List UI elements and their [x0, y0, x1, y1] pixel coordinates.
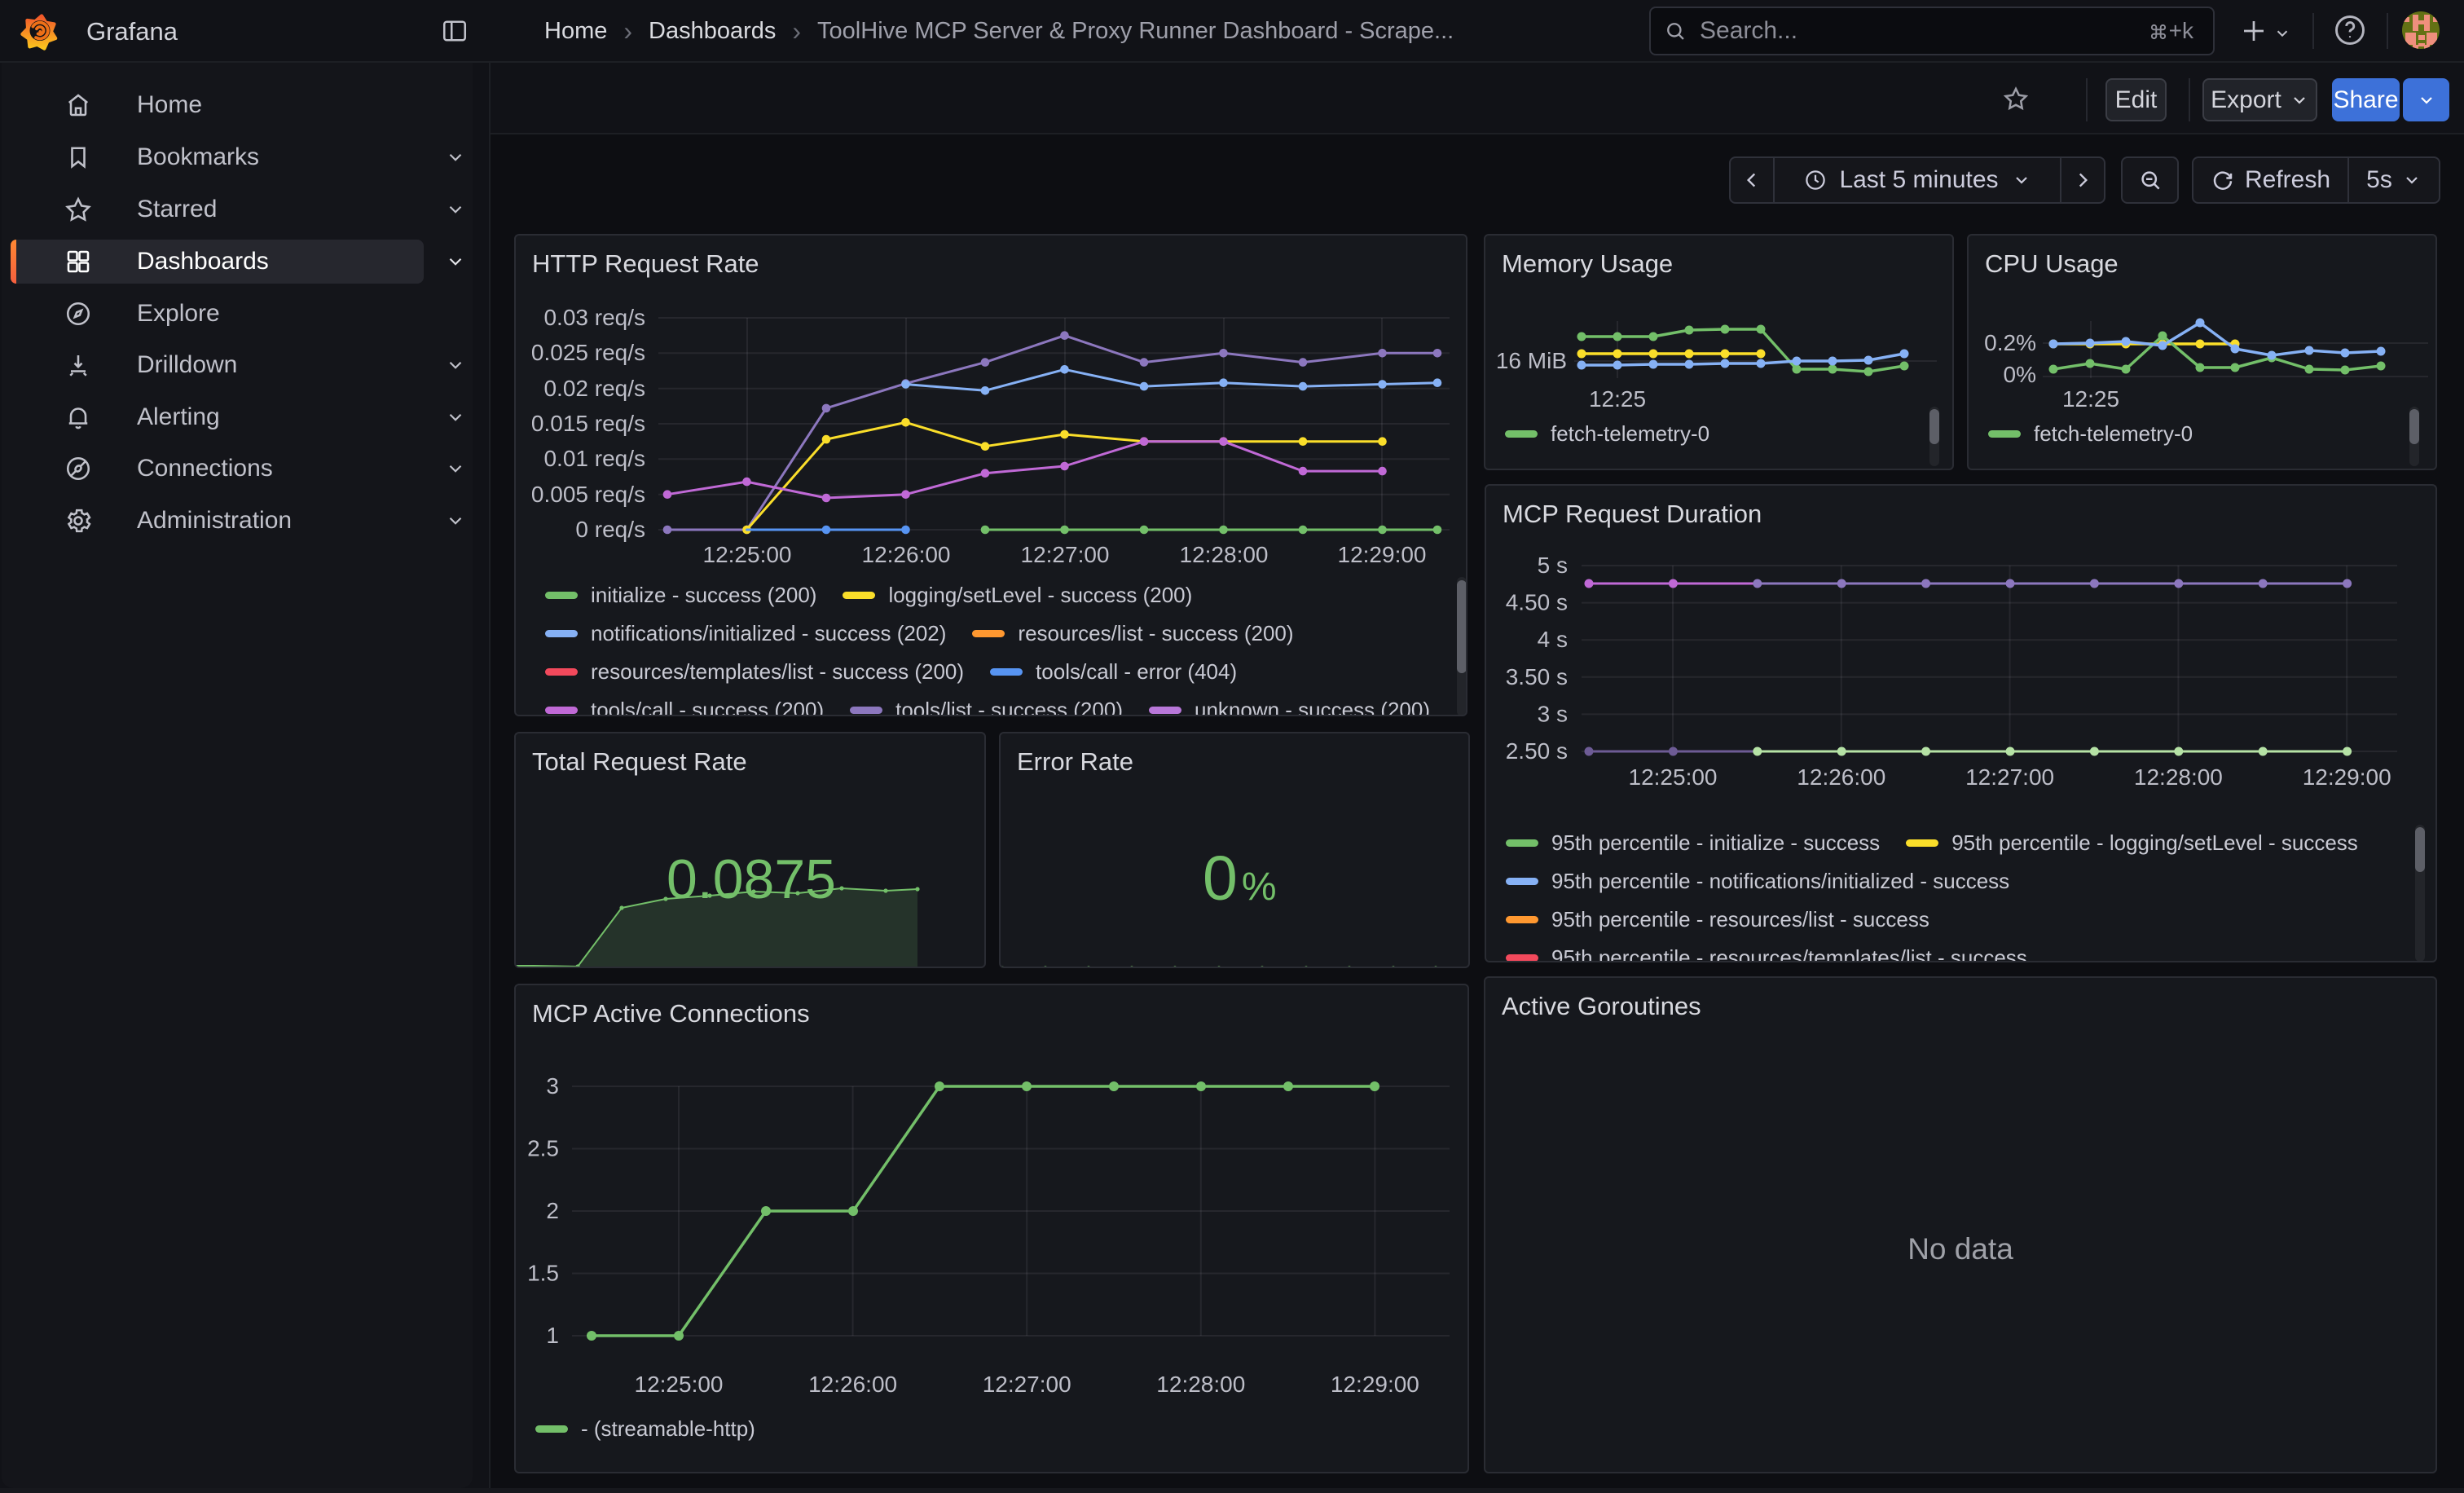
svg-text:12:27:00: 12:27:00 — [1021, 542, 1110, 567]
svg-text:4 s: 4 s — [1538, 627, 1568, 652]
svg-text:2.5: 2.5 — [527, 1136, 559, 1161]
svg-text:1.5: 1.5 — [527, 1261, 559, 1286]
svg-text:12:25: 12:25 — [1589, 386, 1646, 412]
svg-text:3: 3 — [546, 1073, 559, 1099]
svg-text:0.01 req/s: 0.01 req/s — [543, 446, 645, 471]
svg-text:12:26:00: 12:26:00 — [1797, 764, 1885, 790]
svg-text:12:28:00: 12:28:00 — [1156, 1372, 1245, 1397]
svg-text:0.03 req/s: 0.03 req/s — [543, 305, 645, 330]
svg-text:0%: 0% — [2004, 362, 2036, 387]
svg-text:12:27:00: 12:27:00 — [1965, 764, 2054, 790]
svg-text:12:27:00: 12:27:00 — [983, 1372, 1071, 1397]
svg-text:12:28:00: 12:28:00 — [2134, 764, 2223, 790]
svg-text:2.50 s: 2.50 s — [1506, 738, 1568, 764]
svg-text:12:26:00: 12:26:00 — [808, 1372, 897, 1397]
svg-text:0.005 req/s: 0.005 req/s — [531, 482, 645, 507]
svg-text:0.025 req/s: 0.025 req/s — [531, 340, 645, 365]
svg-text:3 s: 3 s — [1538, 701, 1568, 726]
svg-text:0.015 req/s: 0.015 req/s — [531, 411, 645, 436]
svg-text:12:25: 12:25 — [2062, 386, 2119, 412]
svg-text:0%: 0% — [1203, 843, 1277, 914]
svg-text:3.50 s: 3.50 s — [1506, 664, 1568, 689]
svg-text:4.50 s: 4.50 s — [1506, 590, 1568, 615]
svg-text:16 MiB: 16 MiB — [1496, 348, 1567, 373]
svg-text:12:29:00: 12:29:00 — [1338, 542, 1427, 567]
svg-text:12:26:00: 12:26:00 — [862, 542, 951, 567]
svg-text:12:25:00: 12:25:00 — [703, 542, 792, 567]
svg-text:12:29:00: 12:29:00 — [1331, 1372, 1419, 1397]
svg-text:12:25:00: 12:25:00 — [635, 1372, 724, 1397]
svg-text:12:29:00: 12:29:00 — [2303, 764, 2391, 790]
svg-text:2: 2 — [546, 1198, 559, 1223]
svg-text:1: 1 — [546, 1323, 559, 1348]
svg-text:0 req/s: 0 req/s — [575, 517, 645, 542]
svg-text:5 s: 5 s — [1538, 553, 1568, 578]
svg-text:12:25:00: 12:25:00 — [1629, 764, 1718, 790]
svg-text:0.0875: 0.0875 — [667, 848, 836, 910]
svg-text:12:28:00: 12:28:00 — [1180, 542, 1269, 567]
svg-text:0.2%: 0.2% — [1984, 330, 2036, 355]
svg-text:0.02 req/s: 0.02 req/s — [543, 376, 645, 401]
